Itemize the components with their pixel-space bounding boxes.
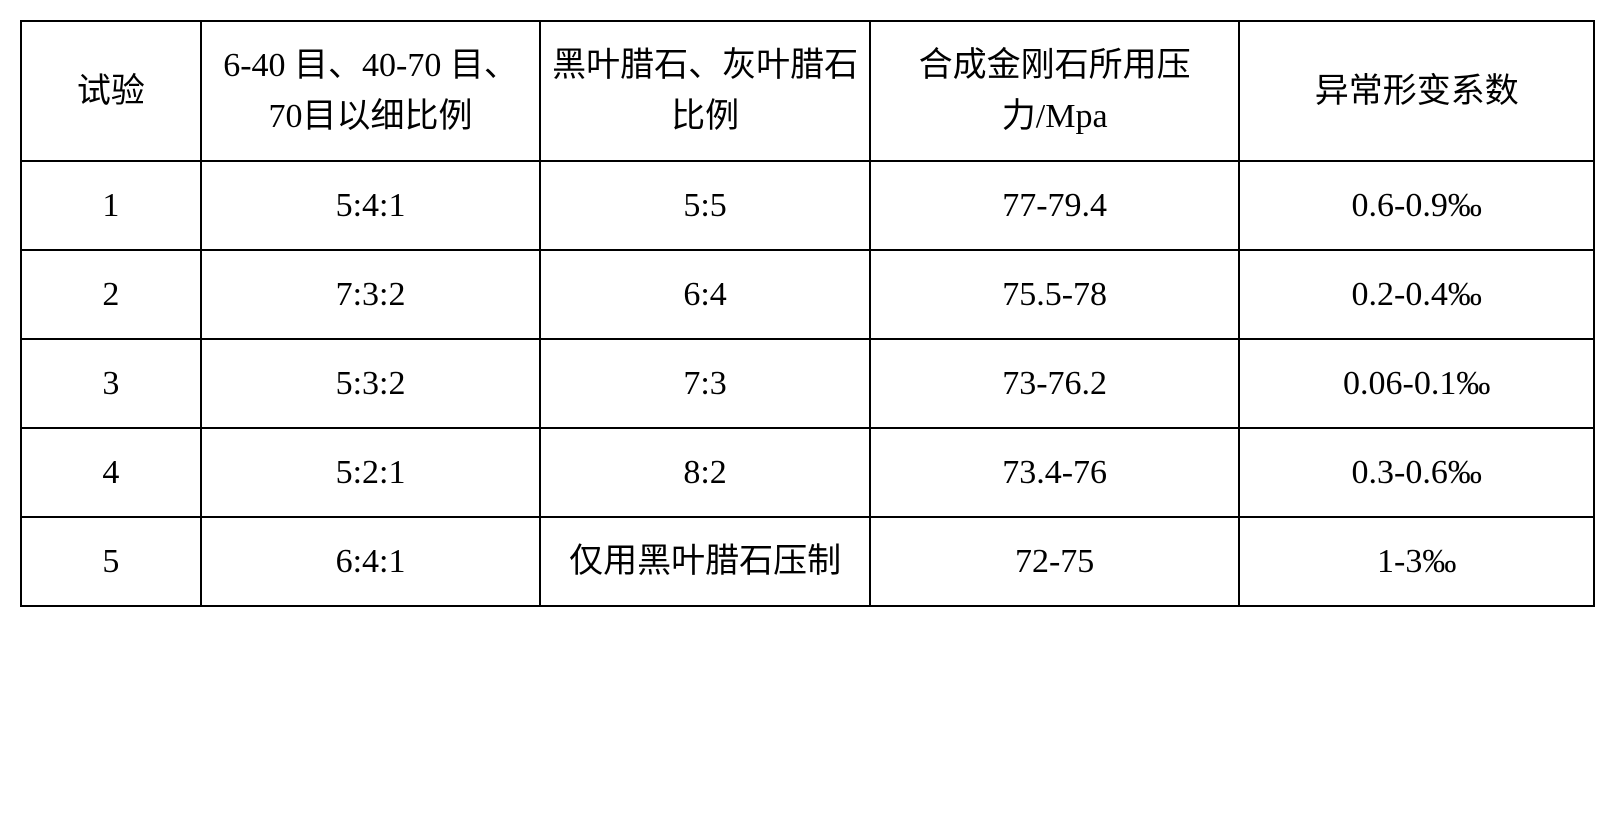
cell-deformation: 0.6-0.9‰ [1239, 161, 1594, 250]
cell-stone-ratio: 5:5 [540, 161, 870, 250]
header-experiment: 试验 [21, 21, 201, 161]
header-deformation: 异常形变系数 [1239, 21, 1594, 161]
cell-pressure: 75.5-78 [870, 250, 1240, 339]
cell-pressure: 73.4-76 [870, 428, 1240, 517]
cell-pressure: 77-79.4 [870, 161, 1240, 250]
cell-deformation: 0.06-0.1‰ [1239, 339, 1594, 428]
table-row: 5 6:4:1 仅用黑叶腊石压制 72-75 1-3‰ [21, 517, 1594, 606]
cell-mesh-ratio: 5:2:1 [201, 428, 541, 517]
cell-mesh-ratio: 6:4:1 [201, 517, 541, 606]
cell-stone-ratio: 仅用黑叶腊石压制 [540, 517, 870, 606]
cell-experiment: 3 [21, 339, 201, 428]
cell-experiment: 1 [21, 161, 201, 250]
cell-experiment: 2 [21, 250, 201, 339]
cell-experiment: 5 [21, 517, 201, 606]
table-row: 2 7:3:2 6:4 75.5-78 0.2-0.4‰ [21, 250, 1594, 339]
table-row: 3 5:3:2 7:3 73-76.2 0.06-0.1‰ [21, 339, 1594, 428]
cell-mesh-ratio: 5:4:1 [201, 161, 541, 250]
cell-deformation: 0.2-0.4‰ [1239, 250, 1594, 339]
table-row: 4 5:2:1 8:2 73.4-76 0.3-0.6‰ [21, 428, 1594, 517]
cell-experiment: 4 [21, 428, 201, 517]
table-row: 1 5:4:1 5:5 77-79.4 0.6-0.9‰ [21, 161, 1594, 250]
cell-mesh-ratio: 7:3:2 [201, 250, 541, 339]
cell-stone-ratio: 8:2 [540, 428, 870, 517]
cell-stone-ratio: 7:3 [540, 339, 870, 428]
header-row: 试验 6-40 目、40-70 目、70目以细比例 黑叶腊石、灰叶腊石比例 合成… [21, 21, 1594, 161]
cell-pressure: 73-76.2 [870, 339, 1240, 428]
header-stone-ratio: 黑叶腊石、灰叶腊石比例 [540, 21, 870, 161]
cell-stone-ratio: 6:4 [540, 250, 870, 339]
cell-mesh-ratio: 5:3:2 [201, 339, 541, 428]
cell-deformation: 0.3-0.6‰ [1239, 428, 1594, 517]
data-table: 试验 6-40 目、40-70 目、70目以细比例 黑叶腊石、灰叶腊石比例 合成… [20, 20, 1595, 607]
cell-deformation: 1-3‰ [1239, 517, 1594, 606]
header-pressure: 合成金刚石所用压力/Mpa [870, 21, 1240, 161]
cell-pressure: 72-75 [870, 517, 1240, 606]
header-mesh-ratio: 6-40 目、40-70 目、70目以细比例 [201, 21, 541, 161]
